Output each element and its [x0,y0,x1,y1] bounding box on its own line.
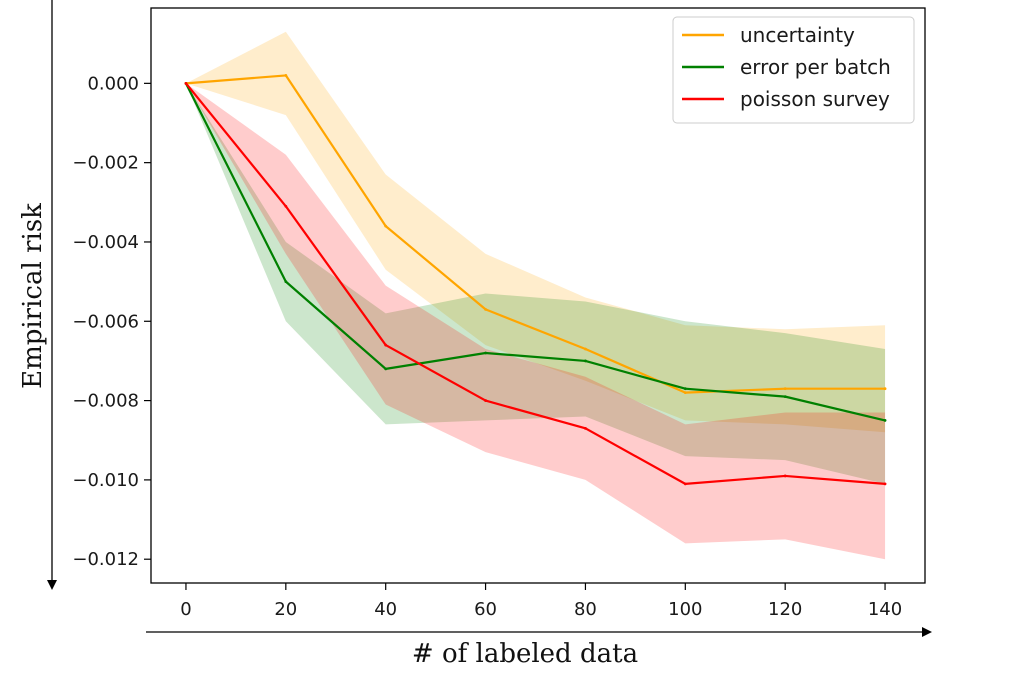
point-poisson-survey-80 [584,426,587,430]
series-lines [184,74,887,486]
x-tick-label: 80 [574,599,597,620]
band-error-per-batch [185,83,886,484]
legend-label-error-per-batch: error per batch [740,55,891,79]
x-tick-label: 40 [374,599,397,620]
x-tick-label: 120 [768,599,802,620]
point-error-per-batch-20 [284,280,288,284]
x-tick-label: 20 [274,599,297,620]
band-uncertainty [185,31,886,433]
band-poisson-survey [185,83,886,560]
point-poisson-survey-0 [184,81,188,85]
point-error-per-batch-40 [384,367,388,371]
x-axis-title: # of labeled data [412,639,638,669]
point-error-per-batch-100 [683,387,687,391]
x-tick-label: 60 [474,599,497,620]
x-tick-label: 140 [868,599,902,620]
y-tick-label: −0.004 [72,232,139,253]
line-poisson-survey [185,82,886,485]
y-tick-label: −0.010 [72,470,139,491]
plot-frame [150,7,926,584]
point-poisson-survey-40 [384,343,388,347]
legend-box [672,16,915,124]
point-poisson-survey-20 [284,204,288,208]
point-error-per-batch-80 [584,359,587,363]
point-uncertainty-100 [683,391,687,395]
x-tick-label: 0 [180,599,191,620]
legend: uncertainty error per batch poisson survey [672,16,915,124]
line-error-per-batch [184,82,886,422]
point-poisson-survey-100 [683,482,687,486]
point-error-per-batch-140 [883,419,887,422]
x-tick-label: 100 [668,599,702,620]
y-axis-ticks: 0.000 −0.002 −0.004 −0.006 −0.008 −0.010 −0.01… [72,73,151,570]
confidence-bands [185,31,886,560]
y-axis-title: Empirical risk [18,203,48,389]
point-uncertainty-120 [783,387,787,391]
point-error-per-batch-120 [783,395,787,399]
x-axis-ticks: 0 20 40 60 80 100 120 140 [180,583,902,620]
y-tick-label: −0.006 [72,311,139,332]
y-tick-label: −0.012 [72,549,139,570]
point-poisson-survey-140 [883,482,887,486]
y-tick-label: 0.000 [87,73,139,94]
line-uncertainty [185,74,886,394]
point-error-per-batch-60 [484,351,487,355]
point-uncertainty-80 [584,347,587,351]
y-tick-label: −0.002 [72,153,139,174]
point-uncertainty-60 [484,307,487,311]
point-uncertainty-40 [384,224,388,228]
point-poisson-survey-120 [783,474,787,478]
y-tick-label: −0.008 [72,391,139,412]
point-poisson-survey-60 [484,399,487,402]
legend-label-poisson-survey: poisson survey [740,87,890,111]
point-uncertainty-140 [883,387,887,391]
point-uncertainty-20 [284,74,288,77]
legend-label-uncertainty: uncertainty [740,23,855,47]
